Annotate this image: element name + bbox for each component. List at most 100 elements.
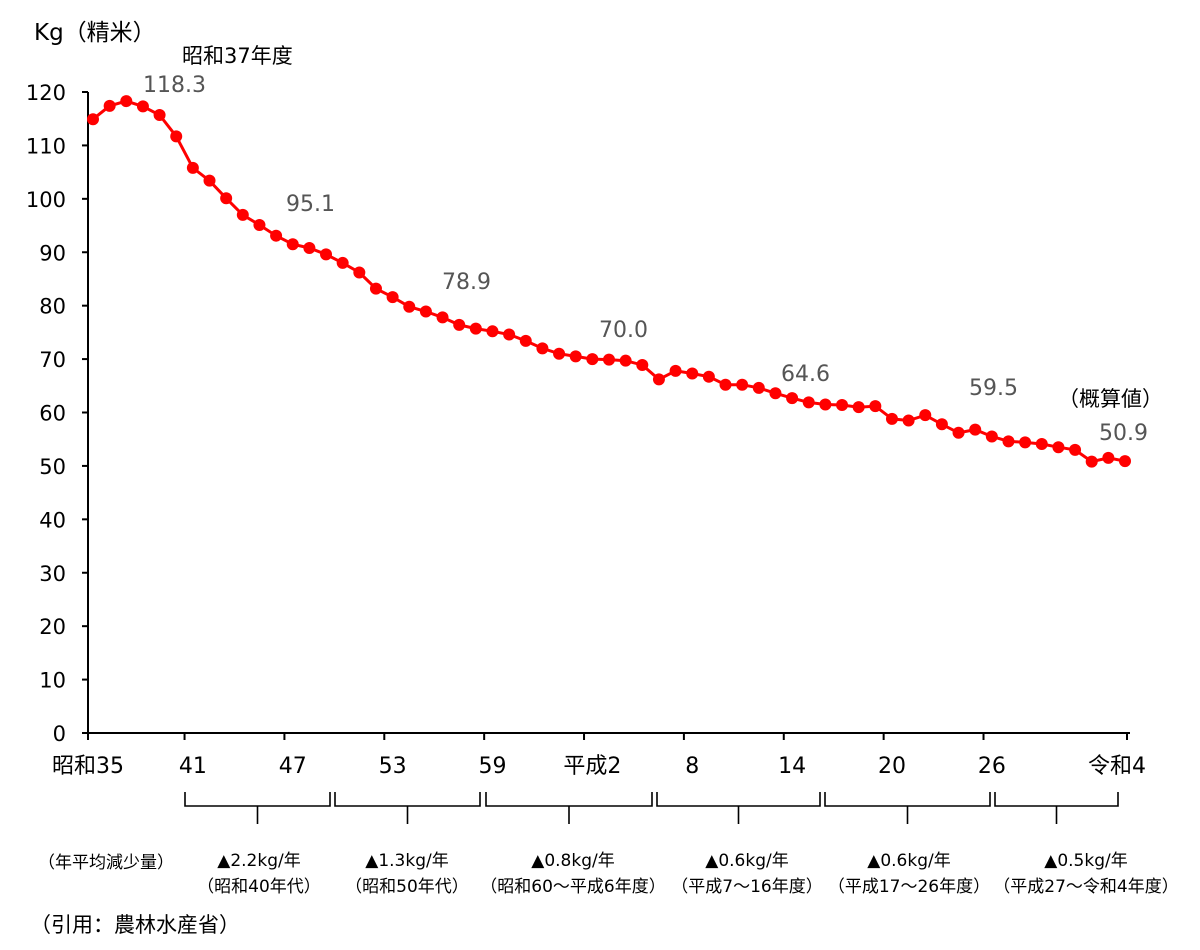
data-point [902, 414, 915, 427]
y-tick-label: 30 [39, 562, 66, 586]
period-brace [994, 792, 1119, 824]
period-brace [184, 792, 331, 824]
decline-period: （平成17～26年度） [828, 877, 990, 897]
data-point [253, 219, 266, 232]
decline-row-label: （年平均減少量） [38, 853, 174, 873]
data-point [719, 378, 732, 391]
x-tick-label: 53 [379, 754, 407, 779]
data-point [786, 392, 799, 405]
data-point [619, 354, 632, 367]
y-tick-label: 70 [39, 348, 66, 372]
data-point [935, 418, 948, 431]
data-point [652, 373, 665, 386]
decline-period: （平成7～16年度） [671, 877, 822, 897]
x-tick-label: 令和4 [1088, 754, 1146, 779]
data-point [336, 256, 349, 269]
data-point [87, 113, 99, 126]
data-point [852, 401, 865, 414]
data-point [819, 398, 832, 411]
data-point [702, 370, 715, 383]
data-point [885, 412, 898, 425]
data-point [836, 399, 849, 412]
x-tick-label: 14 [778, 754, 806, 779]
data-point [386, 291, 399, 304]
data-point [736, 378, 749, 391]
period-braces [184, 792, 1119, 824]
data-point [952, 426, 965, 439]
x-tick-label: 平成2 [563, 754, 621, 779]
y-tick-label: 60 [39, 402, 66, 426]
data-point [153, 108, 166, 121]
y-tick-label: 0 [53, 722, 66, 746]
data-point [1019, 436, 1032, 449]
y-tick-label: 120 [26, 81, 66, 105]
last-value-label: 50.9 [1099, 421, 1148, 446]
data-point [603, 353, 615, 366]
decline-amount: ▲0.6kg/年 [867, 851, 950, 871]
data-point [203, 174, 216, 187]
data-point [303, 241, 316, 254]
y-axis-ticks: 0 10 20 30 40 50 60 70 80 90 100 110 120 [26, 81, 88, 746]
x-tick-label: 47 [279, 754, 307, 779]
data-point [353, 266, 366, 279]
data-point [1002, 435, 1015, 448]
y-tick-label: 90 [39, 241, 66, 265]
y-tick-label: 10 [39, 669, 66, 693]
peak-year-label: 昭和37年度 [182, 44, 293, 68]
period-brace [824, 792, 991, 824]
x-tick-label: 8 [685, 754, 699, 779]
data-point [170, 130, 183, 143]
decline-labels: （年平均減少量） ▲2.2kg/年 （昭和40年代） ▲1.3kg/年 （昭和50年代… [38, 851, 1179, 897]
x-axis-ticks: 昭和35 41 47 53 59 平成2 8 14 20 26 令和4 [52, 733, 1146, 779]
data-point [436, 311, 449, 324]
data-points [87, 95, 1131, 468]
y-tick-label: 40 [39, 508, 66, 532]
x-tick-label: 20 [878, 754, 906, 779]
data-point [453, 318, 466, 331]
data-point [419, 305, 432, 318]
data-point [586, 353, 599, 366]
data-point [919, 409, 932, 422]
series-line [92, 99, 1126, 464]
peak-value-label: 118.3 [143, 73, 206, 98]
data-point [553, 347, 566, 360]
data-point [103, 99, 116, 112]
data-point [1119, 455, 1131, 468]
data-point [1085, 455, 1098, 468]
data-point [369, 282, 382, 295]
data-point [519, 334, 532, 347]
data-point [120, 95, 133, 108]
data-point [985, 430, 998, 443]
data-point [1102, 451, 1115, 464]
y-tick-label: 100 [26, 188, 66, 212]
period-brace [334, 792, 481, 824]
decline-period: （平成27～令和4年度） [993, 877, 1178, 897]
data-point [486, 325, 499, 338]
value-label-h22: 59.5 [969, 376, 1018, 401]
data-point [220, 192, 233, 205]
data-point [802, 396, 815, 409]
value-label-h2: 70.0 [599, 318, 648, 343]
data-point [503, 328, 516, 341]
data-point [769, 387, 782, 400]
data-point [1052, 441, 1065, 454]
decline-amount: ▲0.5kg/年 [1044, 851, 1127, 871]
x-tick-label: 昭和35 [52, 754, 124, 779]
data-point [1069, 443, 1082, 456]
data-point [536, 342, 549, 355]
data-point [1035, 438, 1048, 451]
data-point [752, 381, 765, 394]
x-tick-label: 59 [478, 754, 506, 779]
data-point [320, 248, 333, 261]
decline-amount: ▲1.3kg/年 [365, 851, 448, 871]
decline-period: （昭和50年代） [345, 877, 469, 897]
data-point [469, 322, 482, 335]
source-note: （引用：農林水産省） [30, 913, 240, 937]
period-brace [485, 792, 653, 824]
data-point [636, 358, 649, 371]
value-label-h12: 64.6 [781, 362, 830, 387]
value-label-s45: 95.1 [286, 192, 335, 217]
data-point [969, 423, 982, 436]
data-point [569, 350, 582, 363]
